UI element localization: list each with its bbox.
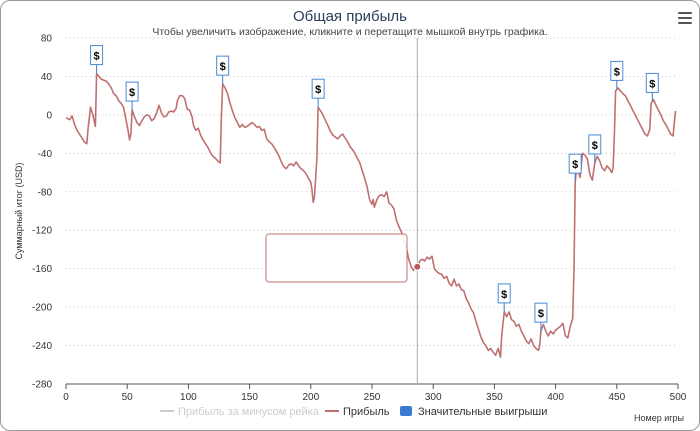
- flag-box: [497, 283, 511, 304]
- legend: Прибыль за минусом рейка Прибыль Значитель…: [160, 406, 547, 418]
- flag-label: $: [501, 289, 507, 301]
- big-win-flag[interactable]: $: [216, 55, 230, 85]
- big-win-markers: $ $ $ $ $ $ $ $ $ $: [90, 45, 659, 332]
- legend-swatch: [400, 406, 412, 416]
- flag-box: [588, 134, 602, 155]
- big-win-flag[interactable]: $: [610, 60, 624, 90]
- flag-label: $: [129, 87, 135, 99]
- big-win-flag[interactable]: $: [588, 134, 602, 163]
- flag-box: [90, 45, 104, 66]
- x-tick-label: 300: [425, 392, 442, 403]
- tooltip: [265, 233, 408, 283]
- big-win-flag[interactable]: $: [90, 45, 104, 74]
- legend-label: Прибыль: [343, 406, 390, 418]
- y-tick-label: -280: [32, 380, 52, 391]
- x-tick-label: 350: [486, 392, 503, 403]
- chart-title: Общая прибыль: [293, 8, 407, 25]
- flag-box: [311, 78, 325, 99]
- flag-label: $: [94, 51, 100, 63]
- flag-label: $: [614, 66, 620, 78]
- flag-box: [568, 153, 582, 174]
- flag-box: [125, 81, 139, 102]
- flag-label: $: [538, 308, 544, 320]
- flag-label: $: [649, 78, 655, 90]
- big-win-flag[interactable]: $: [568, 153, 582, 183]
- y-tick-label: -240: [32, 341, 52, 352]
- chart-subtitle: Чтобы увеличить изображение, кликните и …: [152, 26, 547, 38]
- big-win-flag[interactable]: $: [534, 302, 548, 332]
- legend-label: Значительные выигрыши: [418, 406, 547, 418]
- x-tick-label: 0: [63, 392, 69, 403]
- x-tick-label: 150: [241, 392, 258, 403]
- legend-item[interactable]: Прибыль за минусом рейка: [160, 406, 320, 418]
- flag-box: [610, 60, 624, 81]
- x-tick-label: 500: [670, 392, 687, 403]
- legend-item[interactable]: Прибыль: [325, 406, 390, 418]
- x-axis-title: Номер игры: [634, 413, 684, 423]
- y-axis-title: Суммарный итог (USD): [14, 162, 24, 259]
- legend-item[interactable]: Значительные выигрыши: [400, 406, 547, 418]
- flag-label: $: [315, 84, 321, 96]
- y-tick-label: -160: [32, 264, 52, 275]
- flag-label: $: [592, 140, 598, 152]
- x-tick-label: 400: [547, 392, 564, 403]
- y-tick-label: -80: [38, 187, 53, 198]
- big-win-flag[interactable]: $: [645, 72, 659, 102]
- y-tick-label: -40: [38, 149, 53, 160]
- hover-point: [413, 262, 422, 271]
- x-tick-label: 250: [364, 392, 381, 403]
- y-tick-label: -200: [32, 303, 52, 314]
- x-tick-label: 200: [302, 392, 319, 403]
- x-tick-label: 100: [180, 392, 197, 403]
- series-line-profit[interactable]: [65, 72, 677, 358]
- flag-box: [645, 72, 659, 93]
- y-tick-label: 80: [41, 34, 53, 45]
- legend-label: Прибыль за минусом рейка: [178, 406, 320, 418]
- x-axis-ticks: 0 50 100 150 200 250 300 350 400 450 500: [63, 384, 687, 403]
- y-tick-label: -120: [32, 226, 52, 237]
- big-win-flag[interactable]: $: [311, 78, 325, 108]
- y-tick-label: 40: [41, 72, 53, 83]
- big-win-flag[interactable]: $: [497, 283, 511, 312]
- x-tick-label: 50: [122, 392, 134, 403]
- y-tick-label: 0: [46, 110, 52, 121]
- flag-box: [216, 55, 230, 76]
- flag-label: $: [220, 61, 226, 73]
- flag-label: $: [572, 159, 578, 171]
- gridlines: [66, 37, 678, 347]
- chart-menu-button[interactable]: [678, 12, 692, 24]
- big-win-flag[interactable]: $: [125, 81, 139, 111]
- y-axis-ticks: 80 40 0 -40 -80 -120 -160 -200 -240 -280: [32, 34, 52, 391]
- flag-box: [534, 302, 548, 323]
- x-tick-label: 450: [608, 392, 625, 403]
- menu-icon: [678, 12, 692, 14]
